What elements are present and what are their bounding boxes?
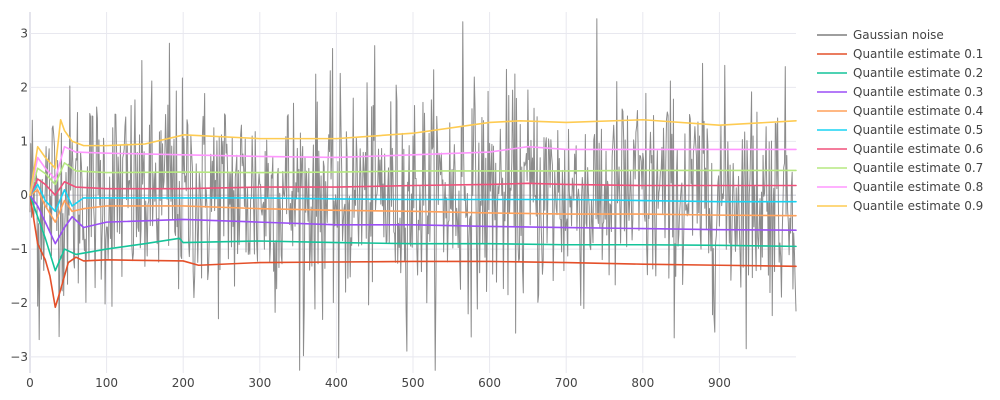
legend-label: Quantile estimate 0.6 [853, 142, 983, 156]
legend-item[interactable]: Gaussian noise [817, 28, 944, 42]
quantile-line-9 [29, 118, 797, 196]
legend-label: Quantile estimate 0.7 [853, 161, 983, 175]
legend-label: Quantile estimate 0.5 [853, 123, 983, 137]
quantile-series [29, 118, 797, 309]
x-tick-label: 900 [708, 376, 731, 390]
legend[interactable]: Gaussian noise Quantile estimate 0.1 Quant… [817, 28, 983, 213]
legend-item[interactable]: Quantile estimate 0.2 [817, 66, 983, 80]
quantile-line-3 [29, 194, 797, 245]
y-tick-label: 1 [20, 134, 28, 148]
y-tick-label: −3 [10, 350, 28, 364]
legend-label: Gaussian noise [853, 28, 944, 42]
legend-label: Quantile estimate 0.9 [853, 199, 983, 213]
x-axis: 0 100 200 300 400 500 600 700 800 900 [26, 376, 731, 390]
legend-item[interactable]: Quantile estimate 0.8 [817, 180, 983, 194]
legend-label: Quantile estimate 0.4 [853, 104, 983, 118]
legend-item[interactable]: Quantile estimate 0.1 [817, 47, 983, 61]
y-tick-label: −2 [10, 296, 28, 310]
y-tick-label: 3 [20, 27, 28, 41]
x-tick-label: 0 [26, 376, 34, 390]
x-tick-label: 300 [248, 376, 271, 390]
x-tick-label: 700 [555, 376, 578, 390]
x-tick-label: 600 [478, 376, 501, 390]
legend-label: Quantile estimate 0.2 [853, 66, 983, 80]
y-tick-label: 0 [20, 188, 28, 202]
quantile-line-6 [29, 178, 797, 196]
legend-label: Quantile estimate 0.1 [853, 47, 983, 61]
legend-item[interactable]: Quantile estimate 0.6 [817, 142, 983, 156]
legend-item[interactable]: Quantile estimate 0.9 [817, 199, 983, 213]
x-tick-label: 100 [95, 376, 118, 390]
y-axis: −3 −2 −1 0 1 2 3 [10, 27, 28, 364]
quantile-line-5 [29, 183, 797, 213]
legend-item[interactable]: Quantile estimate 0.5 [817, 123, 983, 137]
quantile-line-4 [29, 189, 797, 223]
legend-label: Quantile estimate 0.3 [853, 85, 983, 99]
quantile-line-1 [29, 194, 797, 309]
x-tick-label: 400 [325, 376, 348, 390]
legend-label: Quantile estimate 0.8 [853, 180, 983, 194]
x-tick-label: 200 [172, 376, 195, 390]
x-tick-label: 500 [402, 376, 425, 390]
quantile-line-2 [29, 194, 797, 272]
y-tick-label: 2 [20, 80, 28, 94]
quantile-line-7 [29, 162, 797, 196]
legend-item[interactable]: Quantile estimate 0.4 [817, 104, 983, 118]
x-tick-label: 800 [631, 376, 654, 390]
legend-item[interactable]: Quantile estimate 0.7 [817, 161, 983, 175]
y-tick-label: −1 [10, 242, 28, 256]
legend-item[interactable]: Quantile estimate 0.3 [817, 85, 983, 99]
quantile-line-8 [29, 145, 797, 196]
